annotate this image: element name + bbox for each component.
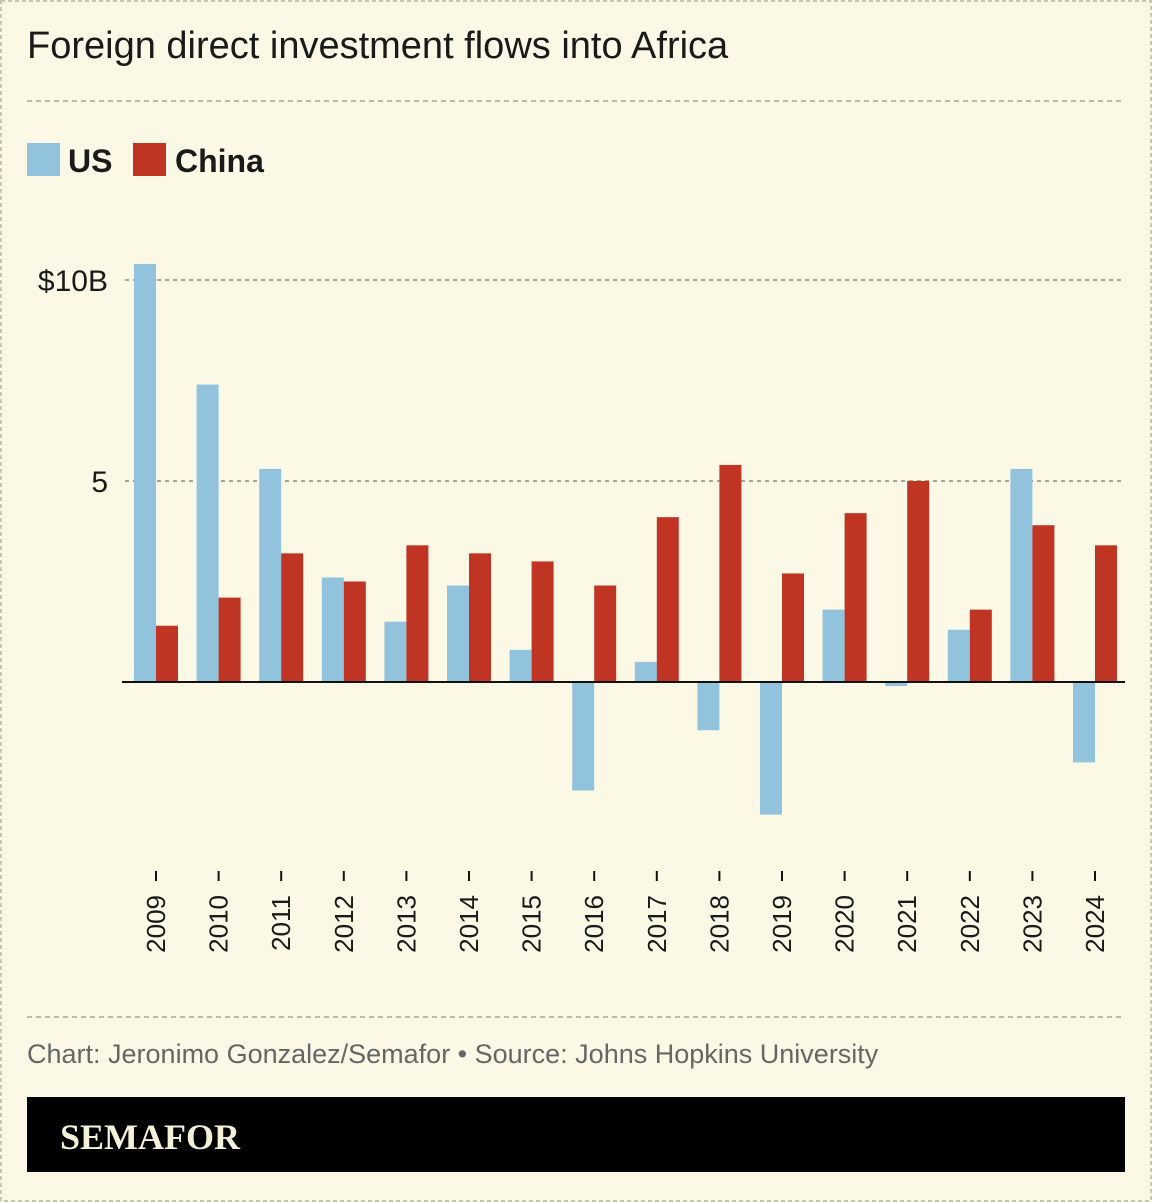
bar-china-2009 xyxy=(156,625,178,682)
bar-us-2023 xyxy=(1010,468,1033,682)
x-tick-label: 2019 xyxy=(767,895,797,953)
bar-us-2018 xyxy=(697,682,720,731)
bar-china-2010 xyxy=(218,597,241,682)
bar-china-2016 xyxy=(594,585,617,682)
x-tick-label: 2021 xyxy=(892,895,922,953)
chart-title: Foreign direct investment flows into Afr… xyxy=(27,25,729,67)
source-credit: Chart: Jeronimo Gonzalez/Semafor • Sourc… xyxy=(27,1039,879,1069)
bar-us-2022 xyxy=(947,629,970,682)
x-tick-label: 2016 xyxy=(579,895,609,953)
bar-china-2013 xyxy=(406,545,429,682)
bar-us-2011 xyxy=(259,468,282,682)
x-tick-label: 2017 xyxy=(642,895,672,953)
x-tick-label: 2014 xyxy=(454,895,484,953)
brand-bar xyxy=(27,1097,1125,1172)
bar-china-2024 xyxy=(1095,545,1117,682)
bar-china-2020 xyxy=(844,513,867,682)
bar-us-2014 xyxy=(447,585,469,682)
legend: US China xyxy=(27,143,264,179)
bar-china-2015 xyxy=(531,561,554,682)
bar-us-2012 xyxy=(321,577,344,682)
x-tick-label: 2011 xyxy=(266,895,296,951)
bar-us-2010 xyxy=(196,384,219,682)
x-tick-label: 2024 xyxy=(1080,895,1110,953)
legend-label-us: US xyxy=(68,143,112,179)
bar-china-2018 xyxy=(719,464,742,682)
bar-china-2017 xyxy=(656,517,679,682)
y-tick-label: $10B xyxy=(38,265,108,298)
x-tick-label: 2009 xyxy=(141,895,171,953)
bar-us-2017 xyxy=(634,661,657,682)
bar-china-2012 xyxy=(343,581,366,682)
x-tick-label: 2018 xyxy=(704,895,734,953)
brand-logo: SEMAFOR xyxy=(60,1117,241,1157)
x-tick-label: 2022 xyxy=(955,895,985,953)
bar-us-2009 xyxy=(134,263,156,682)
bar-us-2020 xyxy=(822,609,845,682)
x-tick-label: 2023 xyxy=(1017,895,1047,953)
x-tick-label: 2010 xyxy=(204,895,234,953)
bar-us-2019 xyxy=(760,682,782,815)
bar-us-2015 xyxy=(509,649,532,682)
x-tick-label: 2013 xyxy=(391,895,421,953)
bar-us-2016 xyxy=(572,682,595,791)
bar-china-2011 xyxy=(281,553,304,682)
x-tick-label: 2015 xyxy=(517,895,547,953)
legend-swatch-us xyxy=(27,143,60,176)
x-tick-label: 2020 xyxy=(830,895,860,953)
bar-china-2014 xyxy=(469,553,491,682)
legend-swatch-china xyxy=(133,143,166,176)
bar-us-2024 xyxy=(1073,682,1095,763)
bar-us-2013 xyxy=(384,621,407,682)
legend-label-china: China xyxy=(175,143,264,179)
bar-us-2021 xyxy=(885,682,908,687)
bar-china-2021 xyxy=(907,481,930,682)
bar-china-2022 xyxy=(969,609,992,682)
bar-china-2019 xyxy=(782,573,804,682)
bar-china-2023 xyxy=(1032,525,1055,682)
y-tick-label: 5 xyxy=(91,466,108,499)
x-tick-label: 2012 xyxy=(329,895,359,953)
